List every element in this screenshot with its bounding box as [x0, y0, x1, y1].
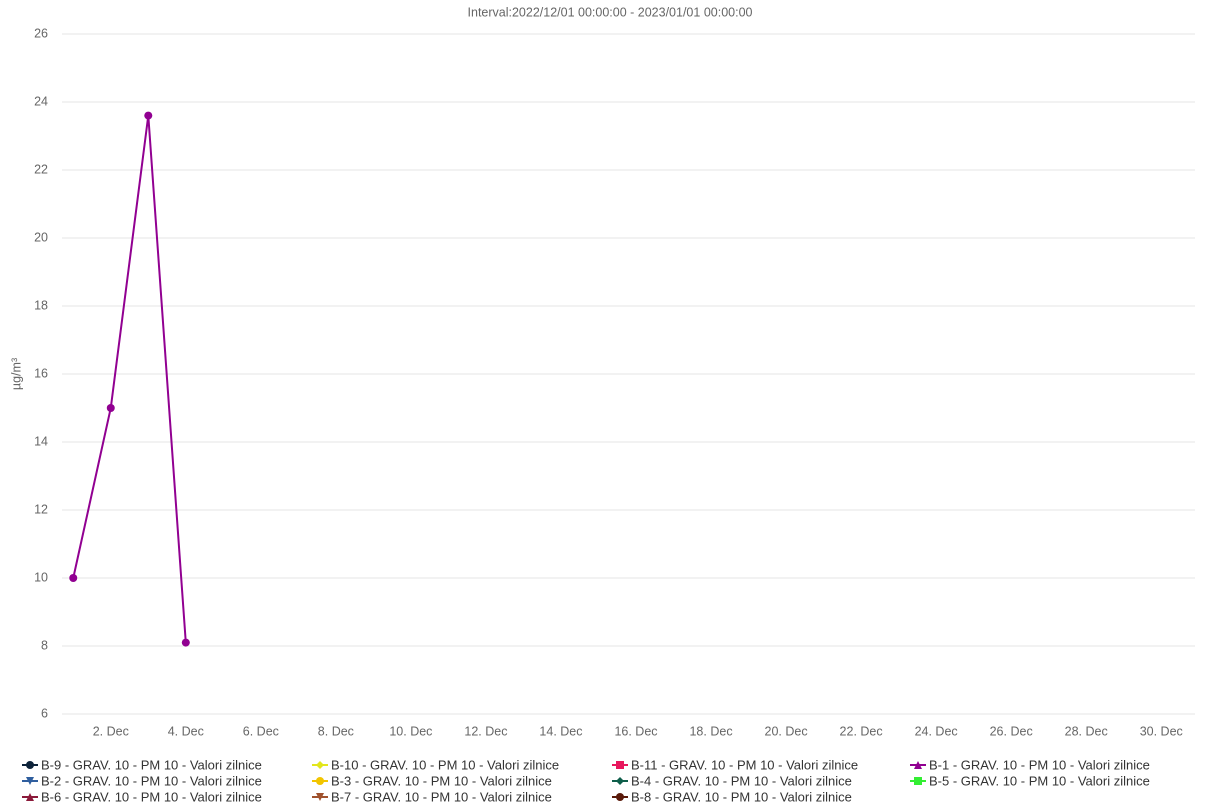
- legend-label: B-10 - GRAV. 10 - PM 10 - Valori zilnice: [331, 757, 559, 772]
- x-tick-label: 4. Dec: [168, 724, 204, 738]
- y-tick-label: 24: [34, 94, 48, 108]
- x-tick-label: 18. Dec: [689, 724, 732, 738]
- legend-item: B-6 - GRAV. 10 - PM 10 - Valori zilnice: [22, 789, 262, 804]
- y-tick-label: 20: [34, 230, 48, 244]
- legend-label: B-9 - GRAV. 10 - PM 10 - Valori zilnice: [41, 757, 262, 772]
- data-point: [106, 404, 115, 412]
- y-tick-label: 8: [41, 638, 48, 652]
- legend-symbol: [26, 793, 34, 801]
- legend-label: B-4 - GRAV. 10 - PM 10 - Valori zilnice: [631, 773, 852, 788]
- legend-label: B-2 - GRAV. 10 - PM 10 - Valori zilnice: [41, 773, 262, 788]
- y-tick-label: 26: [34, 26, 48, 40]
- legend-item: B-5 - GRAV. 10 - PM 10 - Valori zilnice: [910, 773, 1150, 788]
- legend-label: B-1 - GRAV. 10 - PM 10 - Valori zilnice: [929, 757, 1150, 772]
- legend-symbol: [616, 793, 624, 801]
- x-tick-label: 12. Dec: [464, 724, 507, 738]
- legend-label: B-7 - GRAV. 10 - PM 10 - Valori zilnice: [331, 789, 552, 804]
- y-tick-label: 6: [41, 706, 48, 720]
- legend-item: B-2 - GRAV. 10 - PM 10 - Valori zilnice: [22, 773, 262, 788]
- x-tick-label: 30. Dec: [1140, 724, 1183, 738]
- y-axis-label: µg/m³: [9, 358, 23, 390]
- x-tick-label: 28. Dec: [1065, 724, 1108, 738]
- legend: B-9 - GRAV. 10 - PM 10 - Valori zilnice B…: [22, 757, 1150, 804]
- legend-symbol: [616, 761, 624, 769]
- legend-item: B-8 - GRAV. 10 - PM 10 - Valori zilnice: [612, 789, 852, 804]
- data-point: [69, 574, 78, 582]
- x-tick-label: 6. Dec: [243, 724, 279, 738]
- legend-item: B-10 - GRAV. 10 - PM 10 - Valori zilnice: [312, 757, 559, 772]
- x-tick-label: 14. Dec: [539, 724, 582, 738]
- legend-label: B-8 - GRAV. 10 - PM 10 - Valori zilnice: [631, 789, 852, 804]
- x-tick-label: 2. Dec: [93, 724, 129, 738]
- legend-symbol: [26, 761, 34, 769]
- data-point: [181, 638, 190, 647]
- legend-symbol: [26, 777, 34, 785]
- legend-symbol: [914, 761, 922, 769]
- legend-item: B-4 - GRAV. 10 - PM 10 - Valori zilnice: [612, 773, 852, 788]
- legend-symbol: [316, 777, 324, 785]
- x-tick-label: 24. Dec: [915, 724, 958, 738]
- x-tick-label: 26. Dec: [990, 724, 1033, 738]
- legend-item: B-7 - GRAV. 10 - PM 10 - Valori zilnice: [312, 789, 552, 804]
- y-tick-label: 18: [34, 298, 48, 312]
- legend-item: B-9 - GRAV. 10 - PM 10 - Valori zilnice: [22, 757, 262, 772]
- legend-symbol: [316, 761, 324, 769]
- legend-label: B-11 - GRAV. 10 - PM 10 - Valori zilnice: [631, 757, 858, 772]
- y-tick-label: 12: [34, 502, 48, 516]
- y-tick-label: 22: [34, 162, 48, 176]
- legend-symbol: [914, 777, 922, 785]
- x-tick-label: 20. Dec: [765, 724, 808, 738]
- x-tick-label: 22. Dec: [840, 724, 883, 738]
- y-tick-label: 14: [34, 434, 48, 448]
- legend-item: B-1 - GRAV. 10 - PM 10 - Valori zilnice: [910, 757, 1150, 772]
- legend-label: B-3 - GRAV. 10 - PM 10 - Valori zilnice: [331, 773, 552, 788]
- y-tick-label: 10: [34, 570, 48, 584]
- y-tick-label: 16: [34, 366, 48, 380]
- x-tick-label: 16. Dec: [614, 724, 657, 738]
- legend-item: B-11 - GRAV. 10 - PM 10 - Valori zilnice: [612, 757, 858, 772]
- legend-symbol: [616, 777, 624, 785]
- legend-label: B-5 - GRAV. 10 - PM 10 - Valori zilnice: [929, 773, 1150, 788]
- x-tick-label: 10. Dec: [389, 724, 432, 738]
- chart-title: Interval:2022/12/01 00:00:00 - 2023/01/0…: [468, 5, 753, 19]
- legend-item: B-3 - GRAV. 10 - PM 10 - Valori zilnice: [312, 773, 552, 788]
- x-tick-label: 8. Dec: [318, 724, 354, 738]
- series-line: [72, 115, 187, 643]
- data-point: [144, 111, 153, 120]
- legend-symbol: [316, 793, 324, 801]
- legend-label: B-6 - GRAV. 10 - PM 10 - Valori zilnice: [41, 789, 262, 804]
